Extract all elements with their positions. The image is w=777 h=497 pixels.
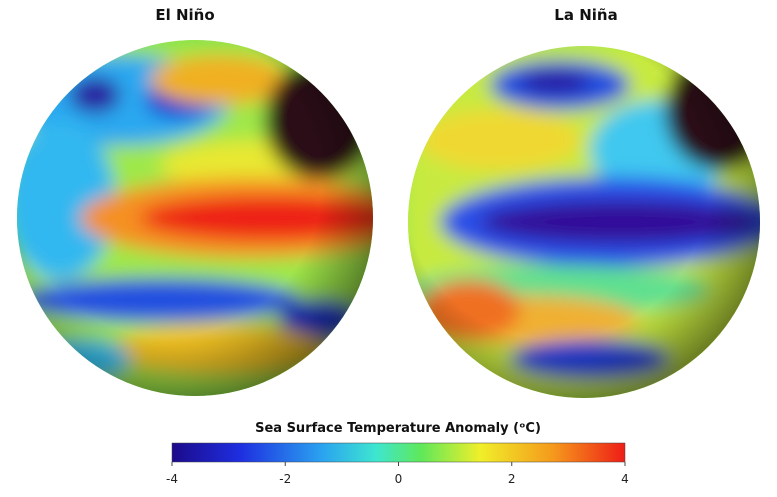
tick-label: 0 <box>395 472 403 486</box>
globe-la-nina <box>408 46 760 398</box>
tick-label: -2 <box>279 472 291 486</box>
panel-title: El Niño <box>155 6 214 24</box>
tick-label: 2 <box>508 472 516 486</box>
globe-el-nino <box>17 40 373 396</box>
tick-label: -4 <box>166 472 178 486</box>
colorbar <box>171 442 626 463</box>
tick-label: 4 <box>621 472 629 486</box>
colorbar-title: Sea Surface Temperature Anomaly (ᵒC) <box>255 421 541 436</box>
colorbar-ticks: -4 -2 0 2 4 <box>166 462 629 486</box>
panel-title: La Niña <box>554 6 617 24</box>
